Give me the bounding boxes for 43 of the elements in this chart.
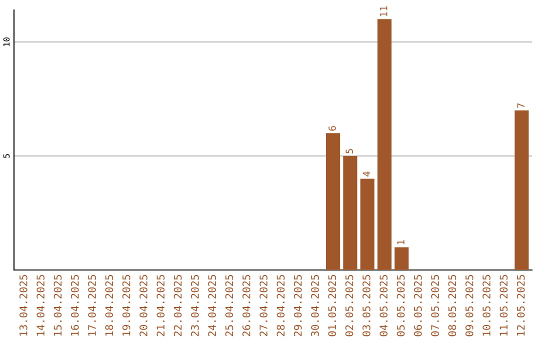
x-tick-label: 24.04.2025 xyxy=(208,275,216,336)
x-tick-label: 08.05.2025 xyxy=(448,275,456,336)
x-tick-label: 20.04.2025 xyxy=(140,275,148,336)
bar xyxy=(326,133,340,270)
bar xyxy=(360,178,374,270)
x-tick-label: 13.04.2025 xyxy=(19,275,28,336)
data-label: 5 xyxy=(346,149,354,154)
data-label: 7 xyxy=(517,103,524,108)
x-tick-label: 01.05.2025 xyxy=(328,275,336,336)
x-tick-label: 26.04.2025 xyxy=(242,275,250,336)
x-tick-label: 04.05.2025 xyxy=(380,275,388,336)
y-tick-label: 10 xyxy=(3,37,10,46)
x-tick-label: 11.05.2025 xyxy=(500,275,508,336)
data-label: 11 xyxy=(380,6,388,16)
data-label: 4 xyxy=(362,172,370,176)
x-tick-label: 12.05.2025 xyxy=(516,275,525,336)
x-tick-label: 21.04.2025 xyxy=(156,275,165,336)
bar xyxy=(377,19,392,270)
x-tick-label: 29.04.2025 xyxy=(294,275,302,336)
x-tick-label: 27.04.2025 xyxy=(260,275,268,336)
x-tick-label: 28.04.2025 xyxy=(276,275,285,336)
x-tick-label: 25.04.2025 xyxy=(225,275,234,336)
x-tick-label: 05.05.2025 xyxy=(396,275,405,336)
x-tick-label: 10.05.2025 xyxy=(482,275,490,336)
x-tick-label: 17.04.2025 xyxy=(88,275,96,336)
bar xyxy=(394,247,409,270)
x-tick-label: 16.04.2025 xyxy=(70,275,79,336)
x-tick-label: 22.04.2025 xyxy=(174,275,182,336)
x-tick-label: 15.04.2025 xyxy=(54,275,62,336)
x-tick-label: 02.05.2025 xyxy=(345,275,354,336)
data-label: 6 xyxy=(328,126,336,131)
x-tick-label: 09.05.2025 xyxy=(465,275,474,336)
x-tick-label: 19.04.2025 xyxy=(122,275,130,336)
x-tick-label: 03.05.2025 xyxy=(362,275,370,336)
x-tick-label: 18.04.2025 xyxy=(105,275,114,336)
data-label: 1 xyxy=(397,240,404,244)
x-tick-label: 06.05.2025 xyxy=(414,275,422,336)
x-tick-label: 14.04.2025 xyxy=(36,275,44,336)
x-tick-label: 23.04.2025 xyxy=(190,275,199,336)
x-tick-label: 30.04.2025 xyxy=(311,275,319,336)
x-tick-label: 07.05.2025 xyxy=(431,275,439,336)
bar xyxy=(343,156,358,270)
bar xyxy=(514,110,529,270)
